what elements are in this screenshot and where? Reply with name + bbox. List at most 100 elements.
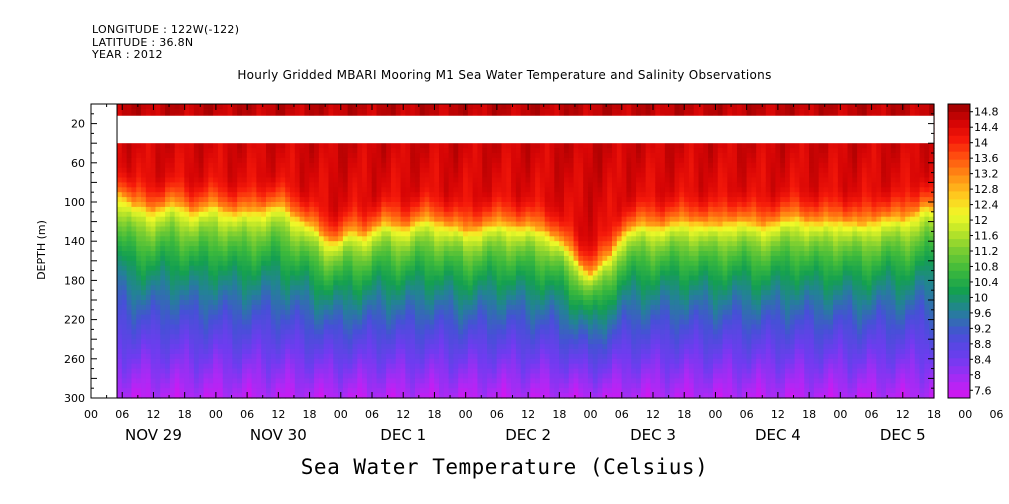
heatmap-cell (496, 344, 503, 350)
heatmap-cell (472, 339, 479, 345)
heatmap-cell (155, 260, 161, 267)
heatmap-cell (304, 216, 310, 223)
heatmap-cell (390, 344, 397, 350)
heatmap-cell (424, 295, 430, 301)
heatmap-cell (323, 300, 330, 306)
heatmap-cell (333, 329, 339, 335)
heatmap-cell (141, 334, 147, 340)
heatmap-cell (227, 349, 233, 355)
heatmap-cell (203, 319, 209, 326)
heatmap-cell (424, 236, 430, 242)
heatmap-cell (290, 221, 296, 228)
heatmap-cell (467, 202, 474, 208)
heatmap-cell (189, 236, 195, 242)
heatmap-cell (285, 197, 291, 203)
heatmap-cell (318, 363, 325, 370)
heatmap-cell (318, 236, 325, 242)
heatmap-cell (314, 388, 320, 394)
heatmap-cell (419, 162, 426, 169)
heatmap-cell (131, 148, 137, 154)
heatmap-cell (410, 104, 416, 110)
heatmap-cell (362, 275, 368, 281)
heatmap-cell (241, 339, 248, 345)
heatmap-cell (237, 202, 243, 208)
heatmap-cell (453, 153, 459, 159)
heatmap-cell (458, 255, 464, 262)
heatmap-cell (198, 236, 205, 242)
heatmap-cell (448, 182, 455, 188)
heatmap-cell (141, 265, 147, 272)
heatmap-cell (414, 143, 421, 149)
heatmap-cell (400, 275, 406, 281)
heatmap-cell (222, 358, 229, 365)
heatmap-cell (222, 304, 229, 311)
heatmap-cell (395, 329, 402, 335)
heatmap-cell (121, 265, 128, 272)
heatmap-cell (443, 226, 450, 232)
heatmap-cell (222, 363, 229, 370)
heatmap-cell (198, 182, 205, 188)
heatmap-cell (275, 344, 282, 350)
heatmap-cell (184, 300, 190, 306)
heatmap-cell (179, 290, 185, 296)
heatmap-cell (400, 192, 406, 198)
heatmap-cell (189, 255, 195, 262)
heatmap-cell (117, 251, 123, 257)
heatmap-cell (237, 265, 243, 272)
heatmap-cell (434, 285, 440, 291)
heatmap-cell (251, 143, 257, 149)
heatmap-cell (381, 280, 387, 286)
heatmap-cell (487, 236, 493, 242)
heatmap-cell (318, 216, 325, 223)
heatmap-cell (410, 344, 416, 350)
heatmap-cell (371, 314, 378, 321)
heatmap-cell (227, 270, 233, 277)
heatmap-cell (400, 388, 406, 394)
heatmap-cell (241, 202, 248, 208)
heatmap-cell (352, 353, 358, 360)
heatmap-cell (304, 172, 310, 179)
heatmap-cell (496, 260, 503, 267)
heatmap-cell (208, 393, 214, 399)
heatmap-cell (511, 358, 517, 365)
heatmap-cell (357, 206, 363, 213)
heatmap-cell (150, 358, 157, 365)
heatmap-cell (323, 202, 330, 208)
heatmap-cell (237, 324, 243, 330)
heatmap-cell (155, 290, 161, 296)
heatmap-cell (357, 280, 363, 286)
heatmap-cell (357, 260, 363, 267)
heatmap-cell (232, 197, 238, 203)
heatmap-cell (136, 197, 142, 203)
heatmap-cell (362, 211, 368, 218)
heatmap-cell (241, 108, 248, 115)
heatmap-cell (314, 358, 320, 365)
heatmap-cell (414, 236, 421, 242)
heatmap-cell (318, 270, 325, 277)
heatmap-cell (117, 329, 123, 335)
heatmap-cell (472, 211, 479, 218)
heatmap-cell (443, 275, 450, 281)
heatmap-cell (333, 211, 339, 218)
heatmap-cell (232, 363, 238, 370)
heatmap-cell (299, 329, 306, 335)
heatmap-cell (414, 314, 421, 321)
heatmap-cell (117, 187, 123, 193)
heatmap-cell (131, 358, 137, 365)
heatmap-cell (189, 187, 195, 193)
heatmap-cell (145, 143, 152, 149)
heatmap-cell (405, 300, 411, 306)
heatmap-cell (501, 393, 507, 399)
heatmap-cell (169, 172, 176, 179)
heatmap-cell (126, 300, 133, 306)
heatmap-cell (347, 202, 354, 208)
heatmap-cell (400, 324, 406, 330)
heatmap-cell (169, 226, 176, 232)
heatmap-cell (165, 221, 171, 228)
heatmap-cell (314, 344, 320, 350)
heatmap-cell (150, 383, 157, 389)
heatmap-cell (506, 388, 512, 394)
heatmap-cell (496, 265, 503, 272)
heatmap-cell (160, 265, 166, 272)
heatmap-cell (121, 393, 128, 399)
